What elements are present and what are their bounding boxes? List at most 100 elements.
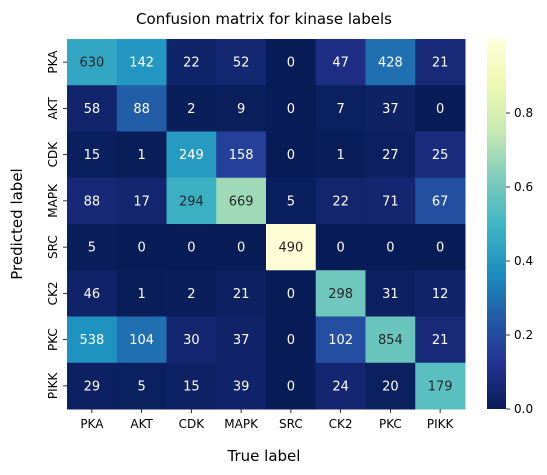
cell-value-label: 21 xyxy=(432,333,449,348)
heatmap-cell xyxy=(67,39,118,86)
cell-value-label: 294 xyxy=(179,194,204,209)
heatmap-cell xyxy=(365,177,416,225)
cell-value-label: 31 xyxy=(382,287,399,302)
colorbar xyxy=(487,39,506,409)
cell-value-label: 0 xyxy=(237,241,245,256)
cell-value-label: 29 xyxy=(84,379,101,394)
heatmap-cell xyxy=(415,270,466,317)
heatmap-cell xyxy=(415,224,466,271)
heatmap-cell xyxy=(315,177,366,225)
heatmap-cell xyxy=(67,131,118,179)
y-tick-label: AKT xyxy=(46,96,60,119)
cell-value-label: 15 xyxy=(183,379,200,394)
heatmap-cell xyxy=(216,316,267,364)
x-tick-label: MAPK xyxy=(224,417,259,431)
x-tick-label: CK2 xyxy=(329,417,353,431)
x-tick-label: PIKK xyxy=(427,417,455,431)
heatmap-cell xyxy=(67,362,118,410)
heatmap-cell xyxy=(315,39,366,86)
heatmap-cell xyxy=(266,39,317,86)
heatmap-cell xyxy=(116,39,167,86)
heatmap-cell xyxy=(166,316,217,364)
heatmap-cell xyxy=(365,85,416,132)
heatmap-cell xyxy=(216,270,267,317)
cell-value-label: 15 xyxy=(84,148,101,163)
y-tick-label: MAPK xyxy=(46,183,60,218)
cell-value-label: 67 xyxy=(432,194,449,209)
cell-value-label: 630 xyxy=(79,56,104,71)
cell-value-label: 24 xyxy=(332,379,349,394)
cell-value-label: 5 xyxy=(287,194,295,209)
colorbar-tick-label: 0.6 xyxy=(514,180,533,194)
heatmap-cell xyxy=(166,362,217,410)
cell-value-label: 0 xyxy=(287,287,295,302)
heatmap-cell xyxy=(415,177,466,225)
x-tick-label: PKA xyxy=(80,417,104,431)
heatmap-cell xyxy=(116,177,167,225)
cell-value-label: 0 xyxy=(436,241,444,256)
colorbar-ticks: 0.0 0.2 0.4 0.6 0.8 xyxy=(506,106,533,416)
cell-value-label: 2 xyxy=(187,102,195,117)
heatmap-cell xyxy=(415,362,466,410)
cell-value-label: 179 xyxy=(428,379,453,394)
cell-value-label: 27 xyxy=(382,148,399,163)
heatmap-cell xyxy=(365,131,416,179)
cell-value-label: 39 xyxy=(233,379,250,394)
cell-value-label: 142 xyxy=(129,56,154,71)
heatmap-cell xyxy=(266,85,317,132)
heatmap-cell xyxy=(116,270,167,317)
cell-value-label: 5 xyxy=(137,379,145,394)
heatmap-cell xyxy=(116,316,167,364)
cell-value-label: 71 xyxy=(382,194,399,209)
cell-value-label: 490 xyxy=(278,241,303,256)
cell-value-label: 0 xyxy=(436,102,444,117)
cell-value-label: 0 xyxy=(287,102,295,117)
heatmap-cell xyxy=(166,270,217,317)
heatmap-cell xyxy=(216,177,267,225)
heatmap-cell xyxy=(415,39,466,86)
cell-value-label: 538 xyxy=(79,333,104,348)
heatmap-cell xyxy=(266,316,317,364)
x-tick-label: AKT xyxy=(130,417,153,431)
cell-value-label: 0 xyxy=(137,241,145,256)
cell-value-label: 7 xyxy=(336,102,344,117)
colorbar-tick-label: 0.4 xyxy=(514,254,533,268)
heatmap-cell xyxy=(216,224,267,271)
cell-value-label: 21 xyxy=(432,56,449,71)
cell-value-label: 37 xyxy=(233,333,250,348)
heatmap-cell xyxy=(266,224,317,271)
cell-value-label: 12 xyxy=(432,287,449,302)
heatmap-cell xyxy=(67,224,118,271)
cell-value-label: 47 xyxy=(332,56,349,71)
heatmap-cell xyxy=(365,39,416,86)
heatmap-cell xyxy=(415,85,466,132)
cell-value-label: 158 xyxy=(229,148,254,163)
cell-value-label: 249 xyxy=(179,148,204,163)
cell-value-label: 88 xyxy=(84,194,101,209)
cell-value-label: 1 xyxy=(137,148,145,163)
heatmap-cell xyxy=(266,362,317,410)
x-tick-label: CDK xyxy=(179,417,206,431)
heatmap-cell xyxy=(116,85,167,132)
cell-value-label: 102 xyxy=(328,333,353,348)
cell-value-label: 0 xyxy=(287,56,295,71)
cell-value-label: 52 xyxy=(233,56,250,71)
cell-value-label: 104 xyxy=(129,333,154,348)
chart-title: Confusion matrix for kinase labels xyxy=(136,10,392,28)
heatmap-cell xyxy=(266,131,317,179)
heatmap-cell xyxy=(166,177,217,225)
heatmap-cell xyxy=(166,39,217,86)
cell-value-label: 88 xyxy=(133,102,150,117)
heatmap-cell xyxy=(266,177,317,225)
heatmap-cell xyxy=(415,131,466,179)
cell-value-label: 5 xyxy=(88,241,96,256)
heatmap-cell xyxy=(67,85,118,132)
heatmap-cell xyxy=(116,362,167,410)
heatmap-cell xyxy=(315,316,366,364)
cell-value-label: 0 xyxy=(287,148,295,163)
heatmap-cell xyxy=(415,316,466,364)
heatmap-cell xyxy=(315,131,366,179)
heatmap-cell xyxy=(67,270,118,317)
x-tick-label: SRC xyxy=(279,417,303,431)
